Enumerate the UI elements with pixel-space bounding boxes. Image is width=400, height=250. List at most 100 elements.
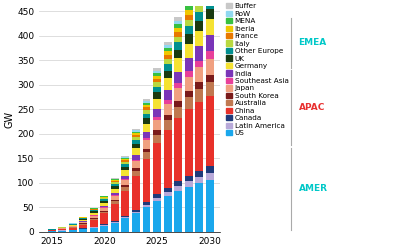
Bar [132, 168, 140, 171]
Bar [142, 124, 150, 132]
Bar [206, 52, 214, 59]
Bar [142, 99, 150, 101]
Bar [122, 158, 129, 159]
Bar [142, 152, 150, 159]
Bar [185, 34, 192, 43]
Bar [164, 51, 172, 54]
Bar [153, 92, 161, 99]
Bar [90, 227, 98, 228]
Bar [174, 88, 182, 101]
Bar [185, 20, 192, 26]
Bar [174, 58, 182, 71]
Bar [164, 45, 172, 48]
Bar [164, 64, 172, 70]
Bar [206, 82, 214, 96]
Bar [79, 219, 87, 220]
Bar [142, 107, 150, 110]
Bar [142, 114, 150, 118]
Bar [111, 180, 119, 181]
Bar [174, 50, 182, 58]
Bar [100, 203, 108, 206]
Bar [122, 217, 129, 218]
Bar [174, 118, 182, 181]
Bar [79, 229, 87, 232]
Bar [132, 140, 140, 144]
Bar [153, 82, 161, 86]
Bar [153, 194, 161, 198]
Bar [69, 225, 77, 226]
Bar [142, 159, 150, 202]
Bar [195, 46, 203, 61]
Bar [142, 118, 150, 124]
Bar [153, 134, 161, 143]
Bar [111, 204, 119, 221]
Bar [153, 120, 161, 130]
Bar [142, 205, 150, 208]
Bar [111, 186, 119, 188]
Bar [153, 109, 161, 117]
Bar [185, 0, 192, 2]
Bar [100, 198, 108, 200]
Bar [174, 186, 182, 191]
Bar [153, 143, 161, 195]
Bar [122, 159, 129, 160]
Bar [206, 74, 214, 82]
Bar [164, 42, 172, 45]
Bar [111, 179, 119, 180]
Bar [195, 89, 203, 102]
Bar [100, 196, 108, 197]
Bar [174, 37, 182, 42]
Bar [206, 19, 214, 35]
Bar [185, 71, 192, 77]
Bar [153, 86, 161, 92]
Bar [79, 220, 87, 221]
Bar [153, 73, 161, 76]
Bar [69, 224, 77, 225]
Bar [142, 149, 150, 152]
Bar [174, 101, 182, 107]
Bar [100, 224, 108, 225]
Bar [90, 210, 98, 212]
Bar [90, 208, 98, 209]
Bar [195, 67, 203, 82]
Bar [132, 137, 140, 140]
Bar [132, 213, 140, 232]
Text: APAC: APAC [298, 103, 325, 112]
Bar [122, 216, 129, 217]
Bar [90, 215, 98, 216]
Bar [122, 157, 129, 158]
Bar [185, 26, 192, 34]
Bar [122, 178, 129, 180]
Bar [122, 170, 129, 175]
Bar [132, 210, 140, 212]
Bar [48, 230, 56, 231]
Bar [122, 160, 129, 162]
Bar [90, 218, 98, 220]
Bar [69, 230, 77, 232]
Bar [164, 54, 172, 59]
Bar [174, 28, 182, 32]
Bar [132, 135, 140, 137]
Bar [142, 140, 150, 149]
Bar [111, 181, 119, 182]
Bar [185, 15, 192, 20]
Bar [174, 83, 182, 88]
Bar [164, 100, 172, 104]
Bar [122, 162, 129, 164]
Bar [100, 207, 108, 208]
Bar [185, 181, 192, 187]
Bar [111, 221, 119, 222]
Bar [164, 130, 172, 188]
Bar [132, 130, 140, 132]
Bar [195, 21, 203, 31]
Bar [174, 181, 182, 186]
Bar [90, 213, 98, 214]
Bar [132, 132, 140, 133]
Bar [142, 105, 150, 107]
Bar [111, 182, 119, 184]
Bar [122, 185, 129, 187]
Bar [174, 17, 182, 21]
Bar [122, 218, 129, 232]
Bar [100, 208, 108, 210]
Bar [164, 90, 172, 100]
